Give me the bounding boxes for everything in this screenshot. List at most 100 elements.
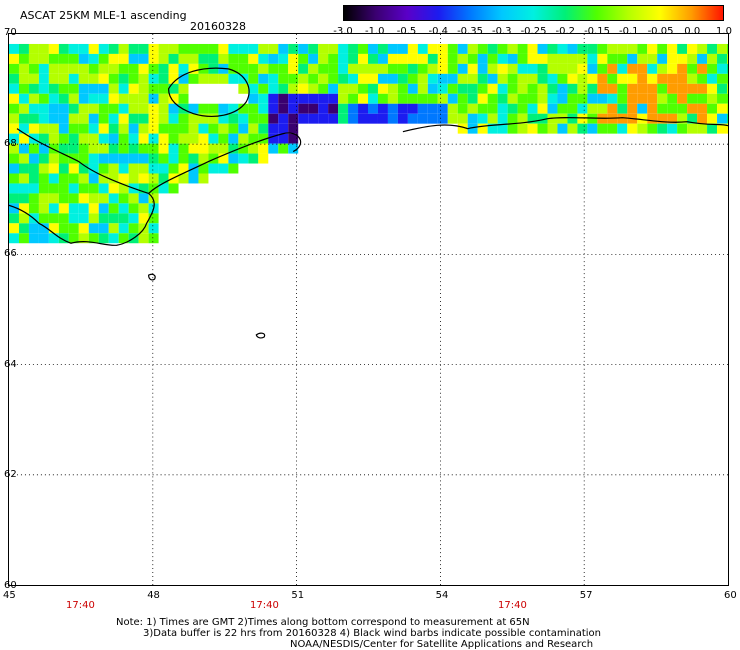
wind-cell [677,93,688,104]
wind-cell [88,73,99,84]
wind-cell [667,73,678,84]
wind-cell [48,233,59,244]
wind-cell [148,163,159,174]
wind-cell [517,103,528,114]
wind-cell [198,163,209,174]
wind-cell [567,83,578,94]
wind-cell [368,73,378,84]
wind-cell [88,113,99,124]
wind-cell [507,73,518,84]
wind-cell [338,63,349,74]
wind-cell [188,73,199,84]
wind-cell [108,43,119,54]
wind-cell [248,43,259,54]
wind-cell [218,113,229,124]
wind-cell [487,63,498,74]
wind-cell [88,133,99,144]
wind-cell [437,73,448,84]
wind-cell [148,193,159,204]
wind-cell [218,103,229,114]
wind-cell [397,113,408,124]
wind-cell [78,63,89,74]
wind-cell [397,63,408,74]
wind-cell [78,133,89,144]
coastline-lake [167,67,250,117]
wind-cell [358,43,369,54]
wind-cell [158,53,169,64]
wind-cell [218,43,229,54]
wind-cell [687,73,698,84]
wind-cell [707,73,718,84]
wind-cell [148,53,159,64]
wind-cell [487,53,498,64]
wind-cell [278,123,289,134]
wind-cell [288,113,299,124]
wind-cell [168,183,179,194]
color-scale-tick: -0.2 [555,26,576,37]
wind-cell [48,163,59,174]
wind-cell [397,93,408,104]
wind-cell [687,83,698,94]
wind-cell [368,53,378,64]
wind-cell [377,43,388,54]
wind-cell [238,153,249,164]
wind-cell [118,213,129,224]
wind-cell [88,233,99,244]
wind-cell [9,183,19,194]
wind-cell [407,63,418,74]
longitude-label: 48 [147,590,160,601]
wind-cell [577,63,588,74]
wind-cell [467,113,478,124]
wind-cell [338,53,349,64]
wind-cell [298,43,309,54]
wind-cell [58,153,69,164]
wind-cell [637,63,648,74]
wind-cell [687,43,698,54]
wind-cell [198,133,209,144]
wind-cell [577,93,588,104]
wind-cell [368,103,378,114]
wind-cell [108,113,119,124]
wind-cell [248,123,259,134]
wind-cell [98,83,109,94]
wind-cell [118,43,129,54]
wind-cell [98,113,109,124]
wind-cell [397,103,408,114]
wind-cell [258,133,269,144]
wind-cell [28,193,39,204]
wind-cell [9,163,19,174]
wind-cell [607,103,618,114]
wind-cell [407,43,418,54]
wind-cell [218,73,229,84]
wind-cell [28,53,39,64]
wind-cell [68,83,79,94]
wind-cell [338,83,349,94]
wind-cell [248,73,259,84]
wind-cell [168,103,179,114]
wind-cell [98,183,109,194]
wind-cell [78,143,89,154]
wind-cell [18,143,29,154]
wind-cell [467,63,478,74]
wind-cell [677,53,688,64]
wind-cell [447,63,458,74]
wind-cell [667,93,678,104]
wind-cell [597,63,608,74]
color-scale-tick: 0.0 [684,26,701,37]
wind-cell [687,103,698,114]
wind-cell [547,53,558,64]
wind-cell [537,53,548,64]
wind-cell [68,63,79,74]
wind-cell [627,73,638,84]
wind-cell [9,103,19,114]
wind-cell [78,103,89,114]
wind-cell [477,83,488,94]
wind-cell [68,113,79,124]
wind-cell [577,123,588,134]
wind-cell [268,53,279,64]
wind-cell [467,93,478,104]
wind-cell [258,63,269,74]
wind-cell [437,93,448,104]
wind-cell [38,193,49,204]
wind-cell [567,93,578,104]
